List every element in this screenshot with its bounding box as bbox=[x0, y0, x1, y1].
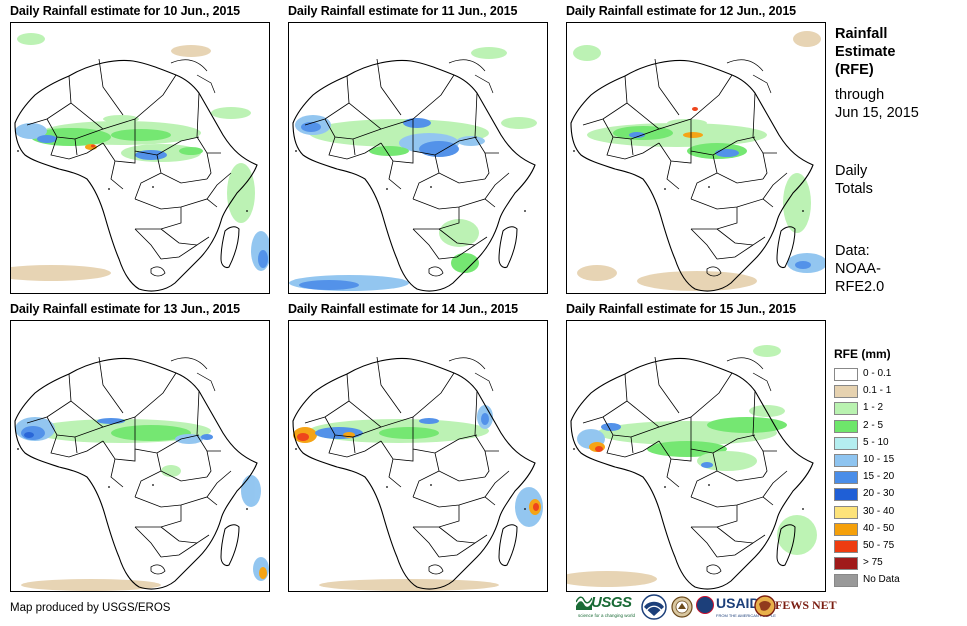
panel-title: Daily Rainfall estimate for 10 Jun., 201… bbox=[10, 4, 241, 18]
data-source-line: NOAA- bbox=[835, 261, 881, 277]
legend-label: 50 - 75 bbox=[863, 539, 895, 551]
totals-line: Totals bbox=[835, 181, 873, 197]
rainfall-overlay bbox=[11, 33, 269, 281]
panel-title: Daily Rainfall estimate for 13 Jun., 201… bbox=[10, 302, 241, 316]
rainfall-map bbox=[10, 22, 270, 294]
legend-swatch bbox=[834, 436, 858, 450]
usaid-logo: USAID FROM THE AMERICAN PEOPLE bbox=[696, 594, 776, 622]
doi-seal-icon bbox=[671, 596, 693, 618]
map-panel-10-jun: Daily Rainfall estimate for 10 Jun., 201… bbox=[8, 4, 270, 294]
data-source-line: Data: bbox=[835, 243, 870, 259]
rainfall-map bbox=[288, 22, 548, 294]
agency-logos: USGS science for a changing world USAID … bbox=[576, 594, 837, 622]
rainfall-overlay bbox=[573, 31, 825, 291]
legend-title: RFE (mm) bbox=[834, 347, 891, 361]
credit-text: Map produced by USGS/EROS bbox=[10, 602, 171, 614]
totals-label: Daily Totals bbox=[835, 162, 873, 198]
map-panel-13-jun: Daily Rainfall estimate for 13 Jun., 201… bbox=[8, 302, 270, 592]
sidebar-title: Rainfall Estimate (RFE) bbox=[835, 25, 895, 79]
sidebar-title-line: Estimate bbox=[835, 44, 896, 60]
legend-swatch bbox=[834, 522, 858, 536]
usaid-wordmark: USAID bbox=[716, 595, 760, 611]
legend-swatch bbox=[834, 402, 858, 416]
legend-label: No Data bbox=[863, 574, 900, 586]
legend-label: 2 - 5 bbox=[863, 419, 884, 431]
legend-swatch bbox=[834, 419, 858, 433]
legend-label: 0.1 - 1 bbox=[863, 385, 892, 397]
map-panel-12-jun: Daily Rainfall estimate for 12 Jun., 201… bbox=[564, 4, 826, 294]
legend-label: 30 - 40 bbox=[863, 505, 895, 517]
legend-label: > 75 bbox=[863, 557, 883, 569]
legend-swatch bbox=[834, 385, 858, 399]
legend-label: 1 - 2 bbox=[863, 402, 884, 414]
panel-title: Daily Rainfall estimate for 15 Jun., 201… bbox=[566, 302, 797, 316]
usgs-logo: USGS science for a changing world bbox=[576, 594, 640, 622]
rainfall-map bbox=[566, 320, 826, 592]
map-panel-15-jun: Daily Rainfall estimate for 15 Jun., 201… bbox=[564, 302, 826, 592]
legend-label: 0 - 0.1 bbox=[863, 368, 892, 379]
legend-swatch bbox=[834, 488, 858, 502]
through-date: through Jun 15, 2015 bbox=[835, 86, 919, 122]
rainfall-overlay bbox=[293, 405, 543, 591]
sidebar-title-line: Rainfall bbox=[835, 26, 888, 42]
legend-swatch bbox=[834, 557, 858, 571]
panel-title: Daily Rainfall estimate for 11 Jun., 201… bbox=[288, 4, 518, 18]
data-source-line: RFE2.0 bbox=[835, 279, 885, 295]
map-panel-11-jun: Daily Rainfall estimate for 11 Jun., 201… bbox=[286, 4, 548, 294]
legend-swatch bbox=[834, 453, 858, 467]
legend-label: 40 - 50 bbox=[863, 522, 895, 534]
legend-label: 15 - 20 bbox=[863, 471, 895, 483]
usgs-wordmark: USGS bbox=[591, 594, 632, 611]
through-date-value: Jun 15, 2015 bbox=[835, 105, 919, 121]
rainfall-map bbox=[10, 320, 270, 592]
legend-swatch bbox=[834, 471, 858, 485]
legend-label: 10 - 15 bbox=[863, 453, 895, 465]
noaa-logo-icon bbox=[641, 594, 667, 620]
legend-label: 5 - 10 bbox=[863, 436, 889, 448]
map-panel-14-jun: Daily Rainfall estimate for 14 Jun., 201… bbox=[286, 302, 548, 592]
fews-wordmark: FEWS NET bbox=[775, 598, 837, 612]
legend-swatch bbox=[834, 574, 858, 588]
rainfall-map bbox=[288, 320, 548, 592]
usaid-seal-icon bbox=[696, 596, 714, 614]
fews-globe-icon bbox=[754, 595, 776, 617]
panel-title: Daily Rainfall estimate for 14 Jun., 201… bbox=[288, 302, 519, 316]
legend-swatch bbox=[834, 368, 858, 381]
usgs-wave-icon bbox=[576, 596, 592, 610]
data-source: Data: NOAA- RFE2.0 bbox=[835, 242, 884, 296]
rainfall-overlay bbox=[15, 417, 269, 591]
rainfall-overlay bbox=[289, 47, 537, 291]
usaid-tagline: FROM THE AMERICAN PEOPLE bbox=[716, 613, 776, 618]
fews-net-logo: FEWS NET bbox=[753, 594, 837, 622]
panel-title: Daily Rainfall estimate for 12 Jun., 201… bbox=[566, 4, 797, 18]
rainfall-map bbox=[566, 22, 826, 294]
sidebar-title-line: (RFE) bbox=[835, 62, 874, 78]
totals-line: Daily bbox=[835, 163, 868, 179]
rainfall-overlay bbox=[567, 345, 817, 587]
through-label: through bbox=[835, 87, 885, 103]
legend-label: 20 - 30 bbox=[863, 488, 895, 500]
usgs-tagline: science for a changing world bbox=[578, 613, 636, 618]
legend-swatch bbox=[834, 505, 858, 519]
legend-swatch bbox=[834, 539, 858, 553]
